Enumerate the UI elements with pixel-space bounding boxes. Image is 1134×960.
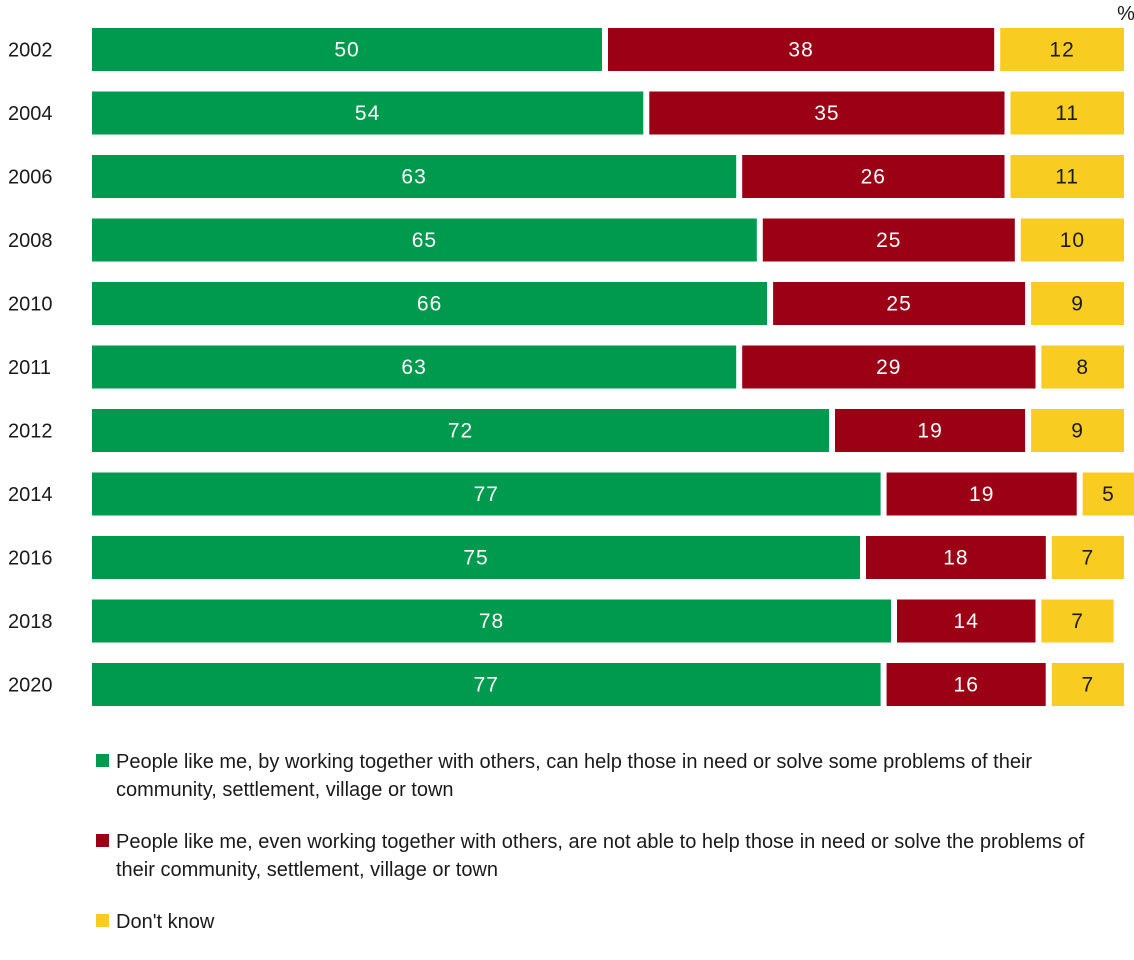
data-label-not-able-2020: 16 [954,674,979,697]
category-label-2011: 2011 [8,357,51,379]
bar-not-able-2002 [608,28,995,71]
bar-not-able-2012 [835,409,1026,452]
data-label-not-able-2002: 38 [788,39,813,62]
legend-item-dont-know: Don't know [96,908,1096,936]
data-label-can-help-2008: 65 [412,229,437,252]
data-label-dont-know-2020: 7 [1082,674,1095,697]
bar-dont-know-2010 [1031,282,1124,325]
bar-not-able-2014 [886,472,1077,516]
legend: People like me, by working together with… [96,748,1096,960]
data-label-can-help-2012: 72 [448,420,473,443]
bar-can-help-2020 [92,663,881,706]
bar-dont-know-2011 [1041,345,1124,389]
data-label-dont-know-2002: 12 [1049,39,1074,62]
legend-label-can-help: People like me, by working together with… [116,751,1033,801]
category-label-2012: 2012 [8,421,53,443]
bar-not-able-2006 [742,155,1005,198]
data-label-not-able-2018: 14 [954,610,979,633]
bar-can-help-2004 [92,91,644,135]
data-label-not-able-2010: 25 [886,293,911,316]
bar-can-help-2008 [92,218,757,262]
data-label-dont-know-2016: 7 [1082,547,1095,570]
bar-dont-know-2012 [1031,409,1124,452]
data-label-not-able-2008: 25 [876,229,901,252]
legend-swatch-dont-know [96,914,109,927]
stacked-bar-chart: % 2002 50 38 12 2004 54 35 11 2006 63 26 11 2008 65 25 1… [8,3,1134,706]
data-label-can-help-2016: 75 [463,547,488,570]
legend-item-can-help: People like me, by working together with… [96,748,1096,804]
data-label-not-able-2014: 19 [969,483,994,506]
category-label-2014: 2014 [8,484,53,506]
legend-label-not-able: People like me, even working together wi… [116,831,1085,881]
legend-swatch-not-able [96,834,109,847]
bar-not-able-2004 [649,91,1005,135]
data-label-dont-know-2008: 10 [1060,229,1085,252]
data-label-can-help-2018: 78 [479,610,504,633]
legend-label-dont-know: Don't know [116,911,215,933]
data-label-not-able-2016: 18 [943,547,968,570]
bar-can-help-2011 [92,345,737,389]
data-label-dont-know-2006: 11 [1055,166,1079,189]
data-label-not-able-2004: 35 [814,102,839,125]
bar-dont-know-2018 [1041,599,1114,643]
bar-dont-know-2008 [1020,218,1124,262]
bar-dont-know-2002 [1000,28,1124,71]
bar-not-able-2011 [742,345,1036,389]
data-label-can-help-2010: 66 [417,293,442,316]
data-label-can-help-2006: 63 [401,166,426,189]
data-label-not-able-2011: 29 [876,356,901,379]
category-label-2016: 2016 [8,548,53,570]
bar-dont-know-2014 [1082,472,1134,516]
data-label-dont-know-2014: 5 [1102,483,1115,506]
category-label-2004: 2004 [8,103,53,125]
data-label-dont-know-2018: 7 [1071,610,1084,633]
data-label-dont-know-2012: 9 [1071,420,1084,443]
bar-can-help-2018 [92,599,891,643]
legend-swatch-can-help [96,754,109,767]
bar-can-help-2010 [92,282,768,325]
data-label-dont-know-2011: 8 [1076,356,1089,379]
bar-dont-know-2006 [1010,155,1124,198]
data-label-can-help-2004: 54 [355,102,380,125]
bar-can-help-2002 [92,28,602,71]
category-label-2018: 2018 [8,611,53,633]
bar-not-able-2016 [866,536,1046,579]
legend-item-not-able: People like me, even working together wi… [96,828,1096,884]
bar-not-able-2008 [762,218,1015,262]
category-label-2020: 2020 [8,675,53,697]
bar-dont-know-2004 [1010,91,1124,135]
data-label-can-help-2014: 77 [474,483,499,506]
bar-can-help-2014 [92,472,881,516]
bar-can-help-2012 [92,409,829,452]
bar-not-able-2020 [886,663,1046,706]
data-label-dont-know-2010: 9 [1071,293,1084,316]
bar-dont-know-2016 [1051,536,1124,579]
data-label-can-help-2002: 50 [334,39,359,62]
bar-not-able-2010 [773,282,1026,325]
data-label-not-able-2006: 26 [861,166,886,189]
data-label-dont-know-2004: 11 [1055,102,1079,125]
category-label-2010: 2010 [8,294,53,316]
unit-label: % [1117,3,1134,25]
data-label-not-able-2012: 19 [917,420,942,443]
bar-not-able-2018 [897,599,1036,643]
category-label-2006: 2006 [8,167,53,189]
data-label-can-help-2011: 63 [401,356,426,379]
bar-can-help-2006 [92,155,737,198]
bar-can-help-2016 [92,536,860,579]
category-label-2008: 2008 [8,230,53,252]
data-label-can-help-2020: 77 [474,674,499,697]
category-label-2002: 2002 [8,40,53,62]
bar-dont-know-2020 [1051,663,1124,706]
